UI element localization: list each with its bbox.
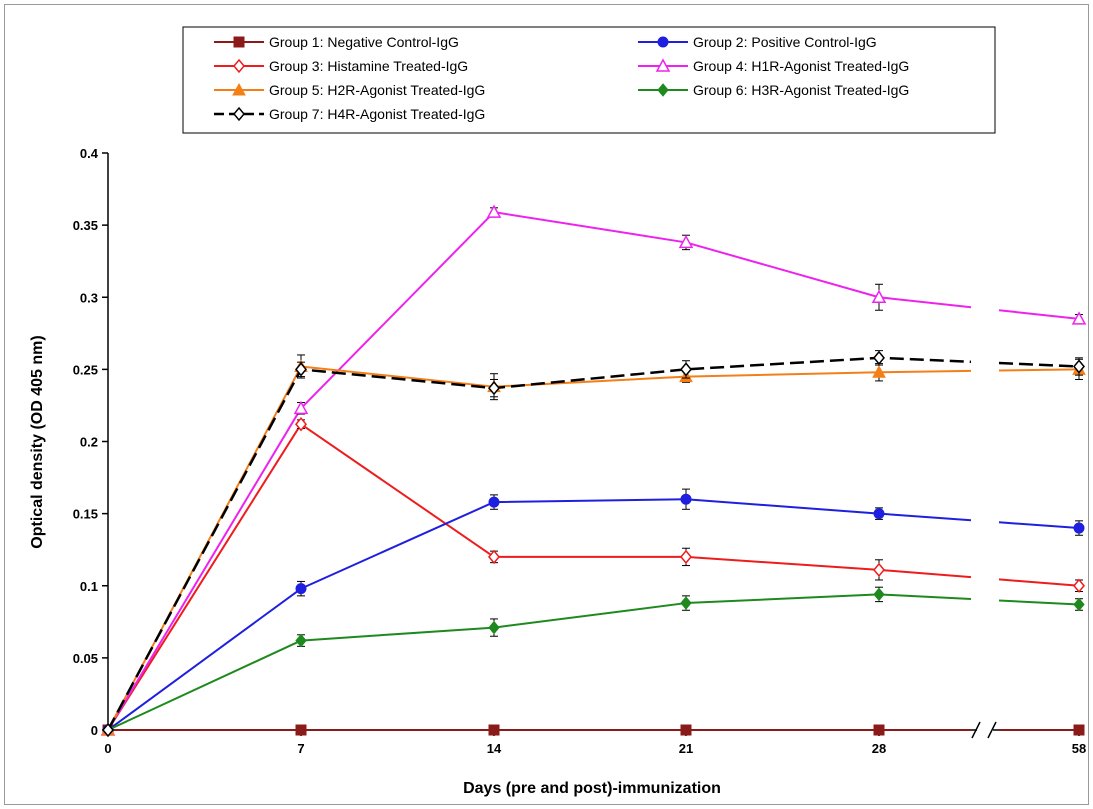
legend: Group 1: Negative Control-IgG Group 2: Po…	[182, 26, 996, 134]
y-axis-title: Optical density (OD 405 nm)	[29, 335, 46, 548]
axis-break-mark	[971, 721, 981, 739]
x-tick-label: 58	[1072, 741, 1086, 756]
data-point	[295, 583, 307, 595]
data-point	[488, 724, 500, 736]
legend-item: Group 6: H3R-Agonist Treated-IgG	[638, 82, 909, 98]
series-2	[102, 488, 1085, 736]
legend-item: Group 1: Negative Control-IgG	[214, 34, 459, 50]
data-point	[488, 496, 500, 508]
series-line	[107, 423, 972, 731]
data-point	[1073, 578, 1085, 593]
legend-marker	[233, 106, 245, 122]
data-point	[488, 620, 500, 635]
axes: 0 0.05 0.1 0.15 0.2 0.25 0.3 0.35 0.4 0 7 14 21 28 58	[73, 146, 1087, 756]
legend-marker	[655, 58, 671, 72]
data-point	[488, 549, 500, 565]
x-tick-label: 7	[297, 741, 304, 756]
series-3	[102, 417, 1085, 738]
x-tick-label: 28	[872, 741, 886, 756]
legend-item: Group 4: H1R-Agonist Treated-IgG	[638, 58, 909, 74]
data-point	[486, 204, 502, 218]
x-tick-label: 14	[487, 741, 502, 756]
x-tick-label: 0	[104, 741, 111, 756]
data-point	[1073, 597, 1085, 612]
data-point	[102, 722, 114, 738]
series-line-after-break	[998, 521, 1080, 530]
series-line	[106, 356, 972, 731]
data-point	[680, 724, 692, 736]
y-tick-label: 0	[91, 723, 98, 738]
data-point	[1073, 724, 1085, 736]
legend-label: Group 5: H2R-Agonist Treated-IgG	[269, 82, 485, 98]
legend-marker	[233, 58, 245, 74]
data-point	[872, 365, 886, 378]
data-point	[295, 724, 307, 736]
data-point	[1073, 359, 1085, 374]
series-7	[102, 350, 1085, 738]
data-point	[873, 350, 885, 366]
series-line-after-break	[998, 368, 1080, 372]
data-point	[680, 362, 692, 377]
series-line	[107, 593, 972, 731]
plot-area	[100, 204, 1087, 738]
data-point	[680, 596, 692, 610]
y-tick-label: 0.2	[80, 435, 98, 450]
data-point	[295, 362, 307, 377]
legend-item: Group 3: Histamine Treated-IgG	[214, 58, 468, 74]
chart-frame	[4, 4, 1089, 805]
y-tick-label: 0.35	[73, 218, 98, 233]
series-line	[107, 365, 972, 731]
data-point	[873, 587, 885, 602]
series-1	[102, 724, 1085, 736]
legend-label: Group 7: H4R-Agonist Treated-IgG	[269, 106, 485, 122]
y-tick-label: 0.1	[80, 579, 98, 594]
series-line-after-break	[998, 309, 1080, 320]
legend-label: Group 2: Positive Control-IgG	[693, 34, 877, 50]
data-point	[295, 633, 307, 648]
data-point	[1071, 311, 1087, 325]
series-line-after-break	[998, 361, 1080, 368]
legend-label: Group 3: Histamine Treated-IgG	[269, 58, 468, 74]
data-point	[873, 724, 885, 736]
series-line	[107, 498, 972, 731]
data-point	[680, 549, 692, 565]
y-tick-label: 0.3	[80, 290, 98, 305]
legend-marker	[657, 83, 669, 97]
legend-label: Group 4: H1R-Agonist Treated-IgG	[693, 58, 909, 74]
legend-label: Group 1: Negative Control-IgG	[269, 34, 459, 50]
data-point	[295, 417, 307, 432]
series-4	[100, 204, 1087, 736]
y-tick-label: 0.15	[73, 507, 98, 522]
legend-marker	[233, 36, 245, 48]
legend-box	[182, 26, 996, 134]
series-6	[102, 586, 1085, 737]
legend-marker	[657, 36, 669, 48]
data-point	[488, 380, 500, 396]
data-point	[680, 493, 692, 505]
legend-item: Group 7: H4R-Agonist Treated-IgG	[214, 106, 485, 122]
data-point	[873, 508, 885, 520]
x-tick-label: 21	[679, 741, 693, 756]
data-point	[293, 400, 309, 415]
data-point	[678, 234, 694, 249]
y-tick-label: 0.05	[73, 651, 98, 666]
data-point	[873, 562, 885, 578]
y-tick-label: 0.25	[73, 362, 98, 377]
series-line	[107, 211, 972, 731]
legend-item: Group 2: Positive Control-IgG	[638, 34, 877, 50]
axis-break-mark	[987, 721, 997, 739]
legend-label: Group 6: H3R-Agonist Treated-IgG	[693, 82, 909, 98]
series-line-after-break	[998, 578, 1080, 587]
x-axis-title: Days (pre and post)-immunization	[463, 780, 721, 797]
data-point	[1073, 522, 1085, 534]
legend-marker	[232, 82, 246, 96]
legend-item: Group 5: H2R-Agonist Treated-IgG	[214, 82, 485, 98]
series-line-after-break	[998, 599, 1080, 606]
series-5	[101, 354, 1086, 736]
y-tick-label: 0.4	[80, 146, 99, 161]
data-point	[871, 289, 887, 303]
